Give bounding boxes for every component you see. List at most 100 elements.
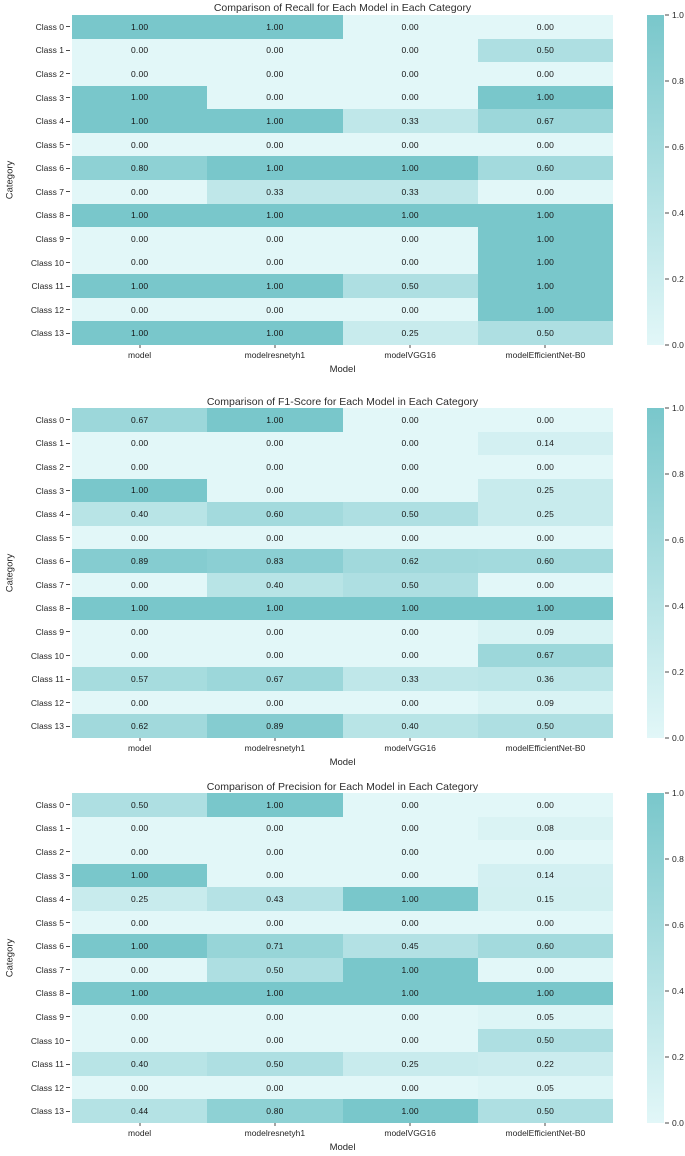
heatmap-cell-class-13-col0: 0.62: [72, 714, 208, 738]
colorbar-tick-mark: [665, 605, 669, 607]
xtick-mark: [274, 345, 276, 348]
colorbar-tick-mark: [665, 278, 669, 280]
heatmap-cell-class-7-col1: 0.50: [207, 957, 343, 982]
heatmap-cell-class-3-col1: 0.00: [207, 478, 343, 503]
ytick-label: Class 3: [35, 485, 64, 496]
heatmap-cell-class-8-col3: 1.00: [477, 596, 613, 621]
heatmap-cell-class-5-col0: 0.00: [72, 910, 208, 935]
heatmap-cell-class-5-col3: 0.00: [477, 910, 613, 935]
ytick-label: Class 1: [35, 438, 64, 449]
ytick-label: Class 10: [30, 257, 64, 268]
ytick-mark: [66, 419, 70, 421]
ytick-label: Class 13: [30, 721, 64, 732]
ytick-row: Class 5: [0, 918, 70, 928]
heatmap-cell-class-12-col1: 0.00: [207, 297, 343, 322]
heatmap-cell-class-7-col0: 0.00: [72, 572, 208, 597]
heatmap-cell-class-6-col1: 0.71: [207, 934, 343, 958]
colorbar-tick-label: 0.0: [672, 340, 684, 350]
heatmap-cell-class-0-col1: 1.00: [207, 408, 343, 432]
xtick-label: modelVGG16: [384, 350, 436, 360]
heatmap-cell-class-8-col3: 1.00: [477, 203, 613, 228]
ytick-label: Class 1: [35, 45, 64, 56]
heatmap-cell-class-11-col1: 0.50: [207, 1052, 343, 1076]
heatmap-cell-class-8-col1: 1.00: [207, 203, 343, 228]
chart-title: Comparison of Precision for Each Model i…: [206, 781, 479, 793]
ytick-row: Class 10: [0, 651, 70, 661]
ytick-row: Class 4: [0, 509, 70, 519]
colorbar: [647, 408, 664, 738]
heatmap-cell-class-9-col0: 0.00: [72, 227, 208, 251]
heatmap-cell-class-0-col1: 1.00: [207, 793, 343, 817]
colorbar-tick-label: 0.4: [672, 208, 684, 218]
heatmap-cell-class-0-col0: 1.00: [72, 15, 208, 39]
heatmap-cell-class-11-col3: 0.36: [477, 667, 613, 691]
xtick-mark: [544, 738, 546, 741]
heatmap-cell-class-11-col0: 0.40: [72, 1052, 208, 1076]
heatmap-cell-class-11-col3: 1.00: [477, 274, 613, 298]
ytick-mark: [66, 655, 70, 656]
ytick-row: Class 6: [0, 941, 70, 951]
xtick-label: modelresnetyh1: [244, 743, 306, 753]
ytick-label: Class 8: [35, 210, 64, 221]
heatmap-cell-class-10-col1: 0.00: [207, 1028, 343, 1053]
ytick-row: Class 1: [0, 45, 70, 55]
heatmap-cell-class-8-col1: 1.00: [207, 596, 343, 621]
colorbar-tick-label: 0.2: [672, 1052, 684, 1062]
xtick-label: modelVGG16: [384, 743, 436, 753]
ytick-row: Class 9: [0, 234, 70, 244]
heatmap-cell-class-5-col2: 0.00: [342, 910, 478, 935]
heatmap-cell-class-6-col1: 1.00: [207, 156, 343, 180]
heatmap-cell-class-4-col1: 0.43: [207, 887, 343, 911]
ytick-row: Class 7: [0, 965, 70, 975]
ytick-label: Class 11: [31, 674, 64, 685]
colorbar-tick-label: 0.8: [672, 469, 684, 479]
heatmap-cell-class-12-col1: 0.00: [207, 1075, 343, 1100]
ytick-row: Class 2: [0, 462, 70, 472]
heatmap-cell-class-7-col3: 0.00: [477, 179, 613, 204]
colorbar-tick-mark: [665, 1122, 669, 1124]
heatmap-cell-class-5-col3: 0.00: [477, 132, 613, 157]
ytick-label: Class 7: [35, 964, 64, 975]
heatmap-cell-class-10-col3: 1.00: [477, 250, 613, 275]
heatmap-cell-class-11-col3: 0.22: [477, 1052, 613, 1076]
ytick-row: Class 2: [0, 847, 70, 857]
heatmap-cell-class-1-col3: 0.08: [477, 816, 613, 841]
colorbar-tick-label: 1.0: [672, 10, 684, 20]
heatmap-cell-class-12-col0: 0.00: [72, 297, 208, 322]
ytick-row: Class 2: [0, 69, 70, 79]
heatmap-grid: 0.50 1.00 0.00 0.00 0.00 0.00 0.00 0.08 0.00 0.00…: [72, 793, 613, 1123]
ytick-label: Class 5: [35, 532, 64, 543]
heatmap-cell-class-13-col0: 0.44: [72, 1099, 208, 1123]
heatmap-cell-class-7-col0: 0.00: [72, 957, 208, 982]
colorbar-tick-label: 0.0: [672, 1118, 684, 1128]
heatmap-cell-class-9-col3: 0.05: [477, 1005, 613, 1029]
colorbar-tick-label: 1.0: [672, 403, 684, 413]
heatmap-cell-class-8-col2: 1.00: [342, 981, 478, 1006]
ytick-mark: [66, 922, 70, 924]
ytick-mark: [66, 191, 70, 193]
ytick-mark: [66, 725, 70, 727]
ytick-row: Class 10: [0, 258, 70, 268]
heatmap-cell-class-11-col2: 0.25: [342, 1052, 478, 1076]
heatmap-cell-class-5-col2: 0.00: [342, 132, 478, 157]
ytick-mark: [66, 309, 70, 311]
ytick-row: Class 12: [0, 698, 70, 708]
ytick-label: Class 0: [35, 799, 64, 810]
colorbar-tick-label: 0.8: [672, 854, 684, 864]
heatmap-cell-class-6-col2: 0.62: [342, 549, 478, 573]
heatmap-cell-class-2-col2: 0.00: [342, 62, 478, 86]
heatmap-cell-class-2-col3: 0.00: [477, 62, 613, 86]
heatmap-cell-class-6-col3: 0.60: [477, 156, 613, 180]
heatmap-cell-class-10-col3: 0.67: [477, 643, 613, 668]
xtick-mark: [544, 1123, 546, 1126]
heatmap-cell-class-2-col0: 0.00: [72, 840, 208, 864]
heatmap-cell-class-10-col2: 0.00: [342, 250, 478, 275]
heatmap-cell-class-9-col2: 0.00: [342, 227, 478, 251]
ytick-mark: [66, 678, 70, 680]
heatmap-cell-class-9-col2: 0.00: [342, 620, 478, 644]
ytick-mark: [66, 969, 70, 971]
ytick-mark: [66, 238, 70, 240]
heatmap-cell-class-9-col3: 0.09: [477, 620, 613, 644]
ytick-label: Class 2: [35, 461, 64, 472]
heatmap-cell-class-3-col0: 1.00: [72, 478, 208, 503]
